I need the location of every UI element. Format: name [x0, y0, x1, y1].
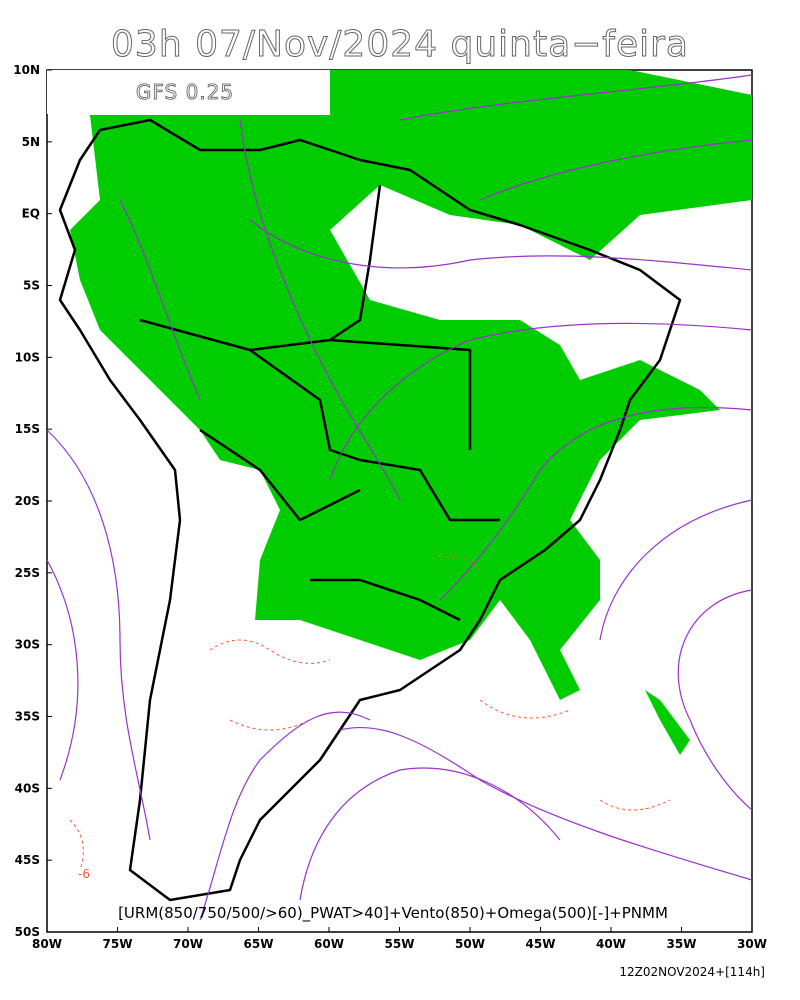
lat-label: 25S	[15, 566, 40, 580]
lat-label: 45S	[15, 853, 40, 867]
lat-label: 30S	[15, 638, 40, 652]
lat-label: 15S	[15, 422, 40, 436]
lon-label: 50W	[455, 937, 485, 951]
lon-label: 75W	[103, 937, 133, 951]
lon-label: 55W	[385, 937, 415, 951]
streamlines	[46, 74, 753, 921]
run-time: 12Z02NOV2024+[114h]	[619, 965, 765, 979]
lat-label: 35S	[15, 710, 40, 724]
lon-label: 65W	[244, 937, 274, 951]
coastline	[58, 118, 682, 902]
lat-labels: 10N 5N EQ 5S 10S 15S 20S 25S 30S 35S 40S 45S 50S	[13, 63, 52, 939]
lat-label: 5S	[23, 279, 40, 293]
map-area: GFS 0.25 -6 [URM(850/750/500/>60)_PWAT>4…	[46, 69, 753, 933]
lat-label: EQ	[22, 207, 40, 221]
model-label: GFS 0.25	[136, 80, 234, 104]
lat-label: 50S	[15, 925, 40, 939]
lon-label: 30W	[737, 937, 767, 951]
lon-label: 60W	[314, 937, 344, 951]
title: 03h 07/Nov/2024 quinta−feira	[111, 24, 689, 65]
lat-label: 40S	[15, 781, 40, 795]
lat-label: 10S	[15, 350, 40, 364]
model-label-box	[47, 70, 330, 114]
lon-label: 35W	[667, 937, 697, 951]
lon-label: 80W	[32, 937, 62, 951]
humidity-area	[645, 690, 690, 755]
border	[139, 184, 500, 622]
lat-label: 20S	[15, 494, 40, 508]
legend: [URM(850/750/500/>60)_PWAT>40]+Vento(850…	[118, 904, 668, 923]
lat-label: 10N	[13, 63, 40, 77]
humidity-area	[70, 70, 752, 700]
lon-labels: 80W 75W 70W 65W 60W 55W 50W 45W 40W 35W 30W	[32, 927, 767, 951]
lon-label: 40W	[596, 937, 626, 951]
lon-label: 70W	[173, 937, 203, 951]
lat-label: 5N	[22, 135, 40, 149]
lon-label: 45W	[526, 937, 556, 951]
contour-label: -6	[78, 867, 90, 881]
